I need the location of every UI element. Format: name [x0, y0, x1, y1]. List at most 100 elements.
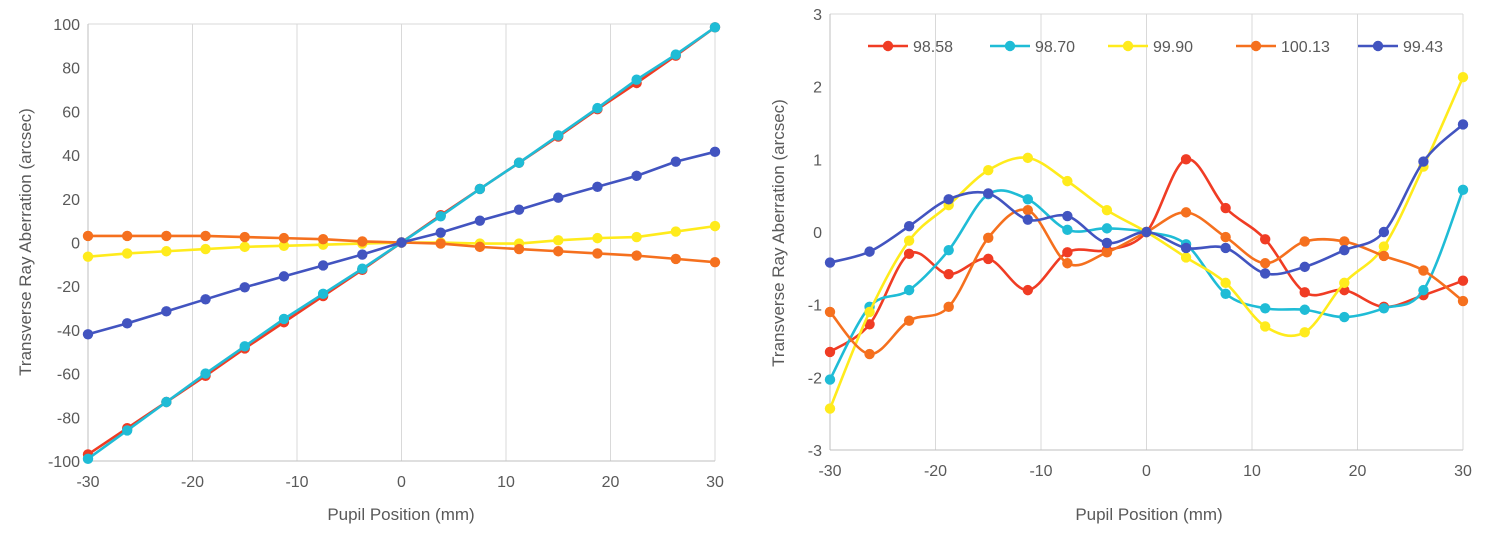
right-point-100.13: [1180, 207, 1192, 218]
legend-item-98.58: 98.58: [868, 39, 953, 56]
left-point-100.13: [435, 238, 446, 249]
legend-marker-99.43: [1372, 40, 1384, 52]
legend-item-98.70: 98.70: [990, 39, 1075, 56]
legend-item-99.90: 99.90: [1108, 39, 1193, 56]
left-point-99.90: [82, 251, 94, 262]
left-point-98.70: [278, 313, 290, 325]
left-y-axis-title: Transverse Ray Aberration (arcsec): [16, 108, 35, 376]
right-point-98.70: [903, 284, 915, 296]
right-point-99.43: [983, 188, 994, 199]
left-y-tick-label: -20: [57, 279, 80, 296]
left-point-100.13: [278, 232, 290, 244]
right-point-99.43: [1101, 237, 1113, 249]
left-x-tick-label: 20: [602, 474, 620, 491]
right-point-99.43: [1299, 261, 1310, 273]
right-point-99.43: [943, 194, 954, 205]
right-x-tick-label: 0: [1142, 463, 1151, 480]
left-point-100.13: [592, 248, 603, 259]
right-point-98.70: [1220, 288, 1231, 299]
left-x-tick-label: -20: [181, 474, 204, 491]
right-x-tick-label: -30: [818, 463, 841, 480]
right-point-99.43: [903, 220, 915, 232]
right-point-99.43: [1457, 119, 1469, 130]
right-point-98.58: [1220, 202, 1231, 214]
right-y-tick-label: -2: [808, 370, 822, 387]
right-point-98.70: [1062, 224, 1073, 236]
right-point-100.13: [1457, 295, 1469, 307]
left-point-98.70: [239, 341, 250, 352]
right-point-100.13: [1378, 250, 1390, 262]
right-point-99.43: [1022, 214, 1034, 225]
right-point-99.90: [1180, 252, 1192, 263]
right-point-98.70: [943, 244, 954, 256]
right-x-tick-label: -20: [924, 463, 947, 480]
right-point-99.43: [1062, 210, 1073, 222]
left-point-99.43: [161, 306, 172, 317]
left-point-100.13: [82, 230, 94, 242]
right-point-98.70: [824, 374, 836, 385]
left-point-100.13: [357, 236, 368, 247]
left-point-98.70: [121, 425, 133, 436]
right-point-98.70: [1378, 303, 1390, 314]
right-x-tick-label: -10: [1029, 463, 1052, 480]
right-point-98.70: [1418, 284, 1429, 296]
left-point-99.90: [121, 248, 133, 259]
right-point-98.58: [1457, 275, 1469, 286]
right-point-99.43: [1378, 226, 1390, 238]
left-y-tick-label: 0: [71, 236, 80, 253]
left-point-99.90: [553, 235, 564, 246]
right-point-98.58: [864, 319, 875, 330]
right-point-98.58: [943, 268, 954, 280]
left-point-99.90: [161, 246, 172, 257]
right-x-tick-label: 30: [1454, 463, 1472, 480]
left-point-98.70: [709, 22, 721, 33]
right-point-98.58: [983, 253, 994, 265]
left-x-tick-label: 10: [497, 474, 515, 491]
left-point-99.43: [82, 329, 94, 340]
left-point-100.13: [161, 230, 172, 242]
chart-right: Pupil Position (mm) Transverse Ray Aberr…: [769, 7, 1472, 524]
right-point-98.58: [1062, 247, 1073, 258]
left-point-98.70: [553, 130, 564, 141]
left-y-tick-label: -100: [48, 454, 80, 471]
left-point-98.70: [631, 74, 642, 85]
left-point-99.90: [631, 231, 642, 243]
right-point-99.43: [1339, 244, 1350, 256]
left-point-99.43: [317, 260, 329, 271]
left-point-98.70: [592, 102, 603, 114]
left-point-100.13: [474, 241, 486, 253]
right-point-98.58: [1022, 284, 1034, 296]
right-point-99.90: [1378, 241, 1390, 252]
left-point-98.70: [200, 368, 211, 379]
left-point-99.43: [709, 146, 721, 158]
right-y-tick-label: 1: [813, 152, 822, 169]
left-point-99.43: [631, 170, 642, 182]
right-point-99.90: [864, 306, 875, 318]
left-point-98.70: [435, 211, 446, 222]
right-point-100.13: [983, 232, 994, 244]
right-point-100.13: [1259, 258, 1271, 269]
left-point-99.43: [513, 204, 525, 215]
legend-marker-98.58: [882, 40, 894, 52]
right-point-99.43: [864, 246, 875, 257]
legend-label-98.70: 98.70: [1035, 39, 1075, 56]
right-x-tick-label: 10: [1243, 463, 1261, 480]
right-point-99.90: [903, 235, 915, 246]
left-point-98.70: [317, 288, 329, 300]
left-point-99.43: [396, 237, 407, 248]
left-point-100.13: [631, 250, 642, 261]
left-point-99.43: [435, 227, 446, 238]
legend-marker-100.13: [1250, 40, 1262, 52]
left-point-99.90: [278, 240, 290, 251]
right-x-axis-title: Pupil Position (mm): [1075, 505, 1222, 524]
left-y-tick-label: 100: [53, 17, 80, 34]
right-point-99.90: [1299, 327, 1310, 338]
left-point-99.43: [357, 249, 368, 260]
left-x-tick-label: -10: [285, 474, 308, 491]
legend-label-99.43: 99.43: [1403, 39, 1443, 56]
left-point-98.70: [357, 263, 368, 274]
right-point-100.13: [943, 301, 954, 313]
right-point-99.43: [1259, 268, 1271, 279]
legend-label-98.58: 98.58: [913, 39, 953, 56]
